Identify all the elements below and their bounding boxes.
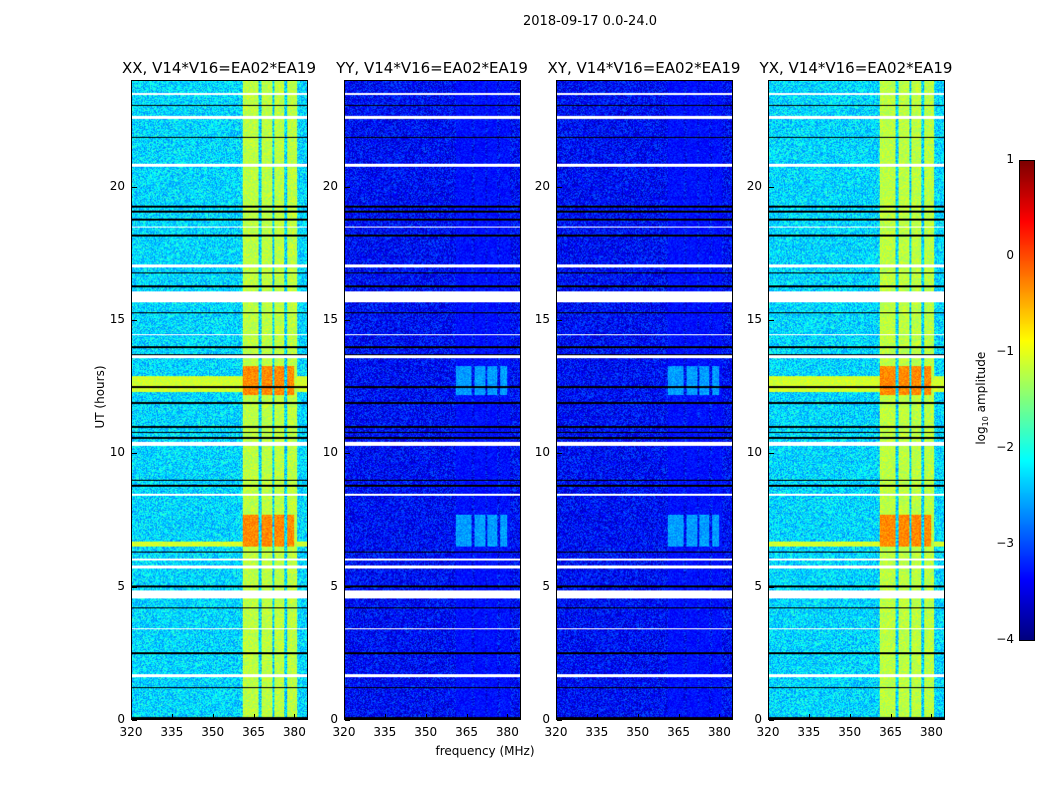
x-tick-mark (344, 714, 345, 719)
x-tick-mark (507, 714, 509, 719)
colorbar-tick-label: −1 (996, 344, 1014, 358)
x-axis-label: frequency (MHz) (435, 744, 535, 758)
y-tick-label: 10 (746, 445, 762, 460)
x-tick-label: 365 (667, 725, 690, 739)
y-tick-label: 20 (109, 178, 125, 193)
y-tick-label: 15 (534, 312, 550, 326)
panel-title: XY, V14*V16=EA02*EA19 (547, 59, 741, 77)
y-tick-label: 0 (754, 712, 762, 726)
y-tick-mark (557, 320, 562, 321)
x-tick-mark (131, 714, 132, 719)
y-tick-label: 5 (754, 578, 762, 593)
colorbar-tick-label: 1 (1006, 152, 1014, 166)
y-tick-label: 20 (534, 178, 550, 193)
x-tick-label: 365 (455, 725, 478, 739)
y-tick-label: 10 (109, 445, 125, 460)
x-tick-label: 380 (282, 725, 306, 739)
x-tick-label: 350 (626, 725, 650, 739)
x-tick-mark (678, 714, 680, 719)
y-tick-mark (345, 186, 350, 188)
x-tick-label: 335 (585, 725, 609, 739)
y-axis-label: UT (hours) (93, 365, 107, 429)
y-tick-mark (132, 320, 137, 321)
x-tick-label: 380 (707, 725, 731, 739)
y-tick-mark (132, 453, 137, 455)
y-tick-mark (769, 586, 774, 588)
heatmap-panel-2 (556, 80, 733, 720)
x-tick-mark (768, 714, 769, 719)
y-tick-mark (132, 720, 137, 721)
y-tick-mark (557, 720, 562, 721)
x-tick-mark (253, 714, 255, 719)
y-tick-mark (557, 586, 562, 588)
panel-title: XX, V14*V16=EA02*EA19 (121, 59, 316, 77)
y-tick-mark (345, 320, 350, 321)
y-tick-label: 0 (330, 712, 338, 726)
y-tick-mark (557, 186, 562, 188)
x-tick-label: 320 (544, 725, 568, 739)
panel-title: YX, V14*V16=EA02*EA19 (759, 59, 953, 77)
x-tick-mark (212, 714, 214, 719)
y-tick-mark (769, 453, 774, 455)
x-tick-mark (384, 714, 386, 719)
y-tick-label: 5 (330, 578, 338, 593)
colorbar-tick-label: 0 (1006, 248, 1014, 262)
x-tick-mark (466, 714, 468, 719)
x-tick-label: 335 (373, 725, 397, 739)
x-tick-mark (719, 714, 721, 719)
colorbar-tick-label: −4 (996, 632, 1014, 646)
panel-title: YY, V14*V16=EA02*EA19 (336, 59, 528, 77)
y-tick-mark (557, 453, 562, 455)
x-tick-label: 335 (797, 725, 821, 739)
x-tick-mark (294, 714, 296, 719)
x-tick-label: 365 (242, 725, 265, 739)
x-tick-label: 350 (838, 725, 862, 739)
x-tick-label: 320 (332, 725, 356, 739)
x-tick-mark (890, 714, 892, 719)
x-tick-mark (637, 714, 639, 719)
y-tick-mark (345, 720, 350, 721)
colorbar-tick-label: −3 (996, 536, 1014, 550)
heatmap-panel-3 (768, 80, 945, 720)
heatmap-panel-1 (344, 80, 521, 720)
x-tick-mark (849, 714, 851, 719)
x-tick-label: 380 (495, 725, 519, 739)
x-tick-mark (556, 714, 557, 719)
y-tick-mark (345, 453, 350, 455)
y-tick-mark (132, 186, 137, 188)
y-tick-label: 0 (117, 712, 125, 726)
x-tick-label: 320 (756, 725, 780, 739)
x-tick-label: 335 (160, 725, 184, 739)
x-tick-mark (425, 714, 427, 719)
y-tick-label: 15 (746, 312, 762, 326)
y-tick-mark (769, 720, 774, 721)
y-tick-label: 5 (542, 578, 550, 593)
x-tick-mark (596, 714, 598, 719)
y-tick-mark (132, 586, 137, 588)
y-tick-mark (769, 186, 774, 188)
y-tick-label: 5 (117, 578, 125, 593)
x-tick-label: 380 (919, 725, 943, 739)
x-tick-label: 350 (201, 725, 225, 739)
figure-title: 2018-09-17 0.0-24.0 (523, 14, 657, 29)
y-tick-label: 15 (322, 312, 338, 326)
y-tick-mark (345, 586, 350, 588)
y-tick-label: 10 (322, 445, 338, 460)
x-tick-mark (171, 714, 173, 719)
y-tick-mark (769, 320, 774, 321)
y-tick-label: 20 (322, 178, 338, 193)
x-tick-label: 350 (414, 725, 438, 739)
x-tick-label: 320 (119, 725, 143, 739)
x-tick-mark (808, 714, 810, 719)
y-tick-label: 10 (534, 445, 550, 460)
colorbar-tick-label: −2 (996, 440, 1014, 454)
y-tick-label: 0 (542, 712, 550, 726)
heatmap-panel-0 (131, 80, 308, 720)
colorbar (1019, 160, 1035, 641)
y-tick-label: 15 (109, 312, 125, 326)
x-tick-mark (931, 714, 933, 719)
y-tick-label: 20 (746, 178, 762, 193)
x-tick-label: 365 (879, 725, 902, 739)
